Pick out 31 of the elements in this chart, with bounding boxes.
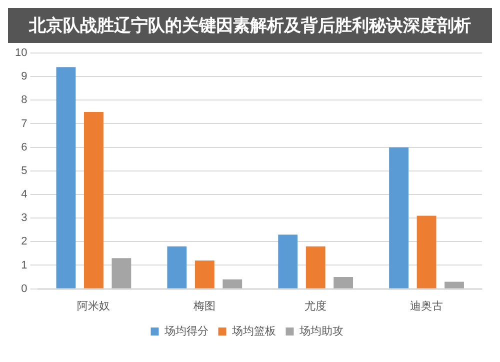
y-tick-label: 3	[21, 212, 28, 224]
bar	[389, 147, 408, 288]
y-tick-label: 7	[21, 118, 28, 130]
bar	[278, 234, 298, 288]
bar	[416, 216, 436, 288]
y-tick-label: 6	[21, 141, 28, 154]
y-tick-label: 9	[21, 70, 28, 83]
y-tick-label: 5	[21, 164, 28, 177]
x-tick-label: 迪奥古	[410, 299, 444, 312]
legend-label: 场均得分	[163, 324, 208, 338]
x-tick-label: 阿米奴	[77, 299, 110, 312]
bar	[222, 279, 242, 288]
y-tick-label: 4	[21, 188, 28, 201]
bar	[167, 246, 187, 288]
x-tick-label: 尤度	[304, 299, 327, 312]
y-tick-label: 1	[21, 259, 28, 272]
bar	[306, 246, 326, 288]
chart-title: 北京队战胜辽宁队的关键因素解析及背后胜利秘诀深度剖析	[8, 8, 492, 43]
legend-label: 场均篮板	[230, 324, 276, 338]
y-tick-label: 0	[21, 282, 28, 295]
y-tick-label: 10	[14, 47, 28, 60]
bar	[194, 260, 214, 288]
bar	[112, 258, 132, 288]
x-tick-label: 梅图	[192, 299, 216, 312]
y-tick-label: 2	[21, 236, 28, 248]
bar	[56, 67, 76, 288]
y-tick-label: 8	[21, 94, 28, 106]
bar	[334, 277, 354, 288]
bar	[444, 282, 464, 288]
legend-label: 场均助攻	[298, 324, 344, 338]
bar	[84, 112, 104, 288]
